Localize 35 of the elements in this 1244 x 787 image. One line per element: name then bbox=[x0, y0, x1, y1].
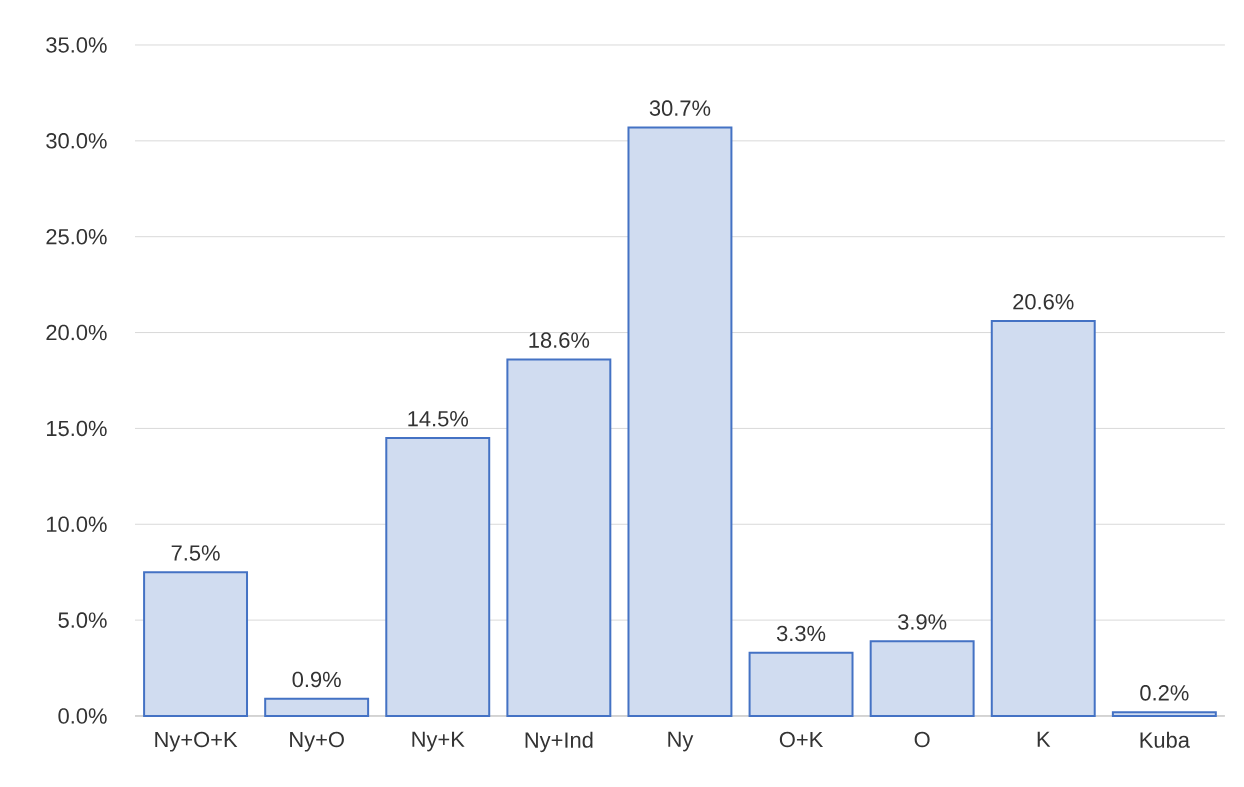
data-label: 14.5% bbox=[408, 411, 469, 427]
x-tick-label: Ny+O+K bbox=[155, 731, 238, 752]
bar bbox=[264, 697, 370, 717]
x-tick-label: Ny bbox=[668, 731, 694, 752]
x-tick-label: K bbox=[1037, 731, 1051, 747]
x-tick-label: O bbox=[914, 731, 930, 748]
data-label: 20.6% bbox=[1013, 294, 1074, 310]
y-tick-label: 15.0% bbox=[47, 420, 107, 437]
bar bbox=[627, 126, 733, 717]
bar bbox=[143, 571, 249, 717]
y-tick-label: 10.0% bbox=[47, 516, 107, 533]
data-label: 0.2% bbox=[1140, 685, 1189, 701]
x-tick-label: O+K bbox=[779, 731, 824, 748]
data-label: 0.9% bbox=[292, 671, 341, 688]
data-label: 3.3% bbox=[776, 625, 826, 642]
y-tick-label: 5.0% bbox=[58, 612, 107, 628]
x-tick-label: Ny+K bbox=[412, 731, 465, 752]
bar bbox=[748, 651, 854, 717]
y-tick-label: 30.0% bbox=[46, 133, 107, 149]
x-tick-label: Ny+O bbox=[290, 731, 344, 752]
data-label: 3.9% bbox=[898, 614, 947, 630]
bar bbox=[385, 437, 491, 717]
y-tick-label: 35.0% bbox=[46, 37, 107, 53]
x-tick-label: Kuba bbox=[1140, 731, 1190, 748]
y-tick-label: 0.0% bbox=[58, 708, 107, 724]
y-tick-label: 25.0% bbox=[46, 228, 107, 245]
data-label: 30.7% bbox=[649, 100, 711, 116]
bar bbox=[869, 640, 975, 717]
bar bbox=[990, 320, 1096, 717]
data-label: 7.5% bbox=[171, 545, 220, 561]
bar bbox=[506, 358, 612, 717]
x-tick-label: Ny+Ind bbox=[525, 731, 593, 753]
y-tick-label: 20.0% bbox=[46, 324, 107, 341]
bar bbox=[1111, 711, 1217, 717]
data-label: 18.6% bbox=[529, 332, 590, 348]
